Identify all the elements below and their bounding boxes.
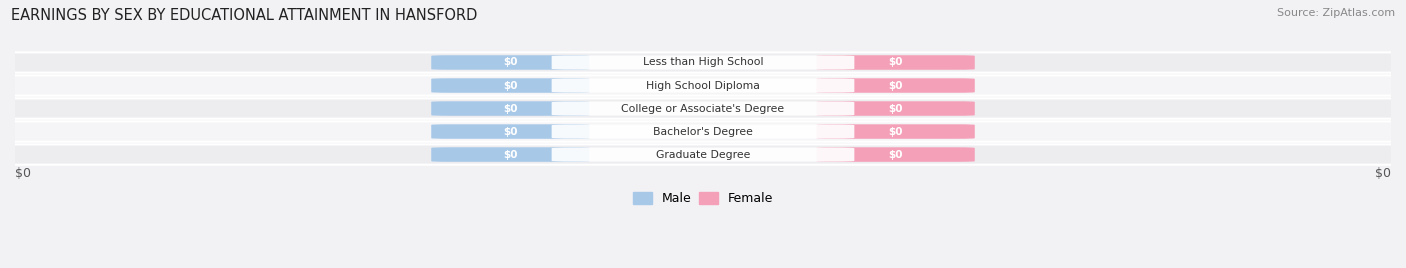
Text: $0: $0 [889, 150, 903, 159]
Text: EARNINGS BY SEX BY EDUCATIONAL ATTAINMENT IN HANSFORD: EARNINGS BY SEX BY EDUCATIONAL ATTAINMEN… [11, 8, 478, 23]
FancyBboxPatch shape [432, 124, 589, 139]
Text: $0: $0 [15, 166, 31, 180]
FancyBboxPatch shape [551, 79, 855, 92]
FancyBboxPatch shape [817, 101, 974, 116]
Text: Graduate Degree: Graduate Degree [655, 150, 751, 159]
Text: Bachelor's Degree: Bachelor's Degree [652, 126, 754, 136]
Text: $0: $0 [1375, 166, 1391, 180]
Text: $0: $0 [889, 80, 903, 91]
FancyBboxPatch shape [432, 55, 589, 70]
Text: College or Associate's Degree: College or Associate's Degree [621, 103, 785, 114]
FancyBboxPatch shape [0, 75, 1406, 96]
FancyBboxPatch shape [0, 52, 1406, 73]
Text: $0: $0 [503, 126, 517, 136]
FancyBboxPatch shape [551, 55, 855, 69]
FancyBboxPatch shape [432, 147, 589, 162]
Legend: Male, Female: Male, Female [628, 187, 778, 210]
Text: $0: $0 [503, 103, 517, 114]
Text: $0: $0 [889, 103, 903, 114]
FancyBboxPatch shape [551, 102, 855, 116]
Text: $0: $0 [889, 126, 903, 136]
FancyBboxPatch shape [0, 98, 1406, 119]
Text: Source: ZipAtlas.com: Source: ZipAtlas.com [1277, 8, 1395, 18]
FancyBboxPatch shape [817, 124, 974, 139]
Text: $0: $0 [503, 150, 517, 159]
FancyBboxPatch shape [817, 147, 974, 162]
FancyBboxPatch shape [0, 144, 1406, 165]
FancyBboxPatch shape [817, 55, 974, 70]
Text: $0: $0 [889, 58, 903, 68]
FancyBboxPatch shape [432, 101, 589, 116]
FancyBboxPatch shape [551, 125, 855, 139]
Text: Less than High School: Less than High School [643, 58, 763, 68]
FancyBboxPatch shape [551, 147, 855, 162]
FancyBboxPatch shape [432, 78, 589, 93]
Text: High School Diploma: High School Diploma [647, 80, 759, 91]
FancyBboxPatch shape [817, 78, 974, 93]
Text: $0: $0 [503, 80, 517, 91]
FancyBboxPatch shape [0, 121, 1406, 142]
Text: $0: $0 [503, 58, 517, 68]
